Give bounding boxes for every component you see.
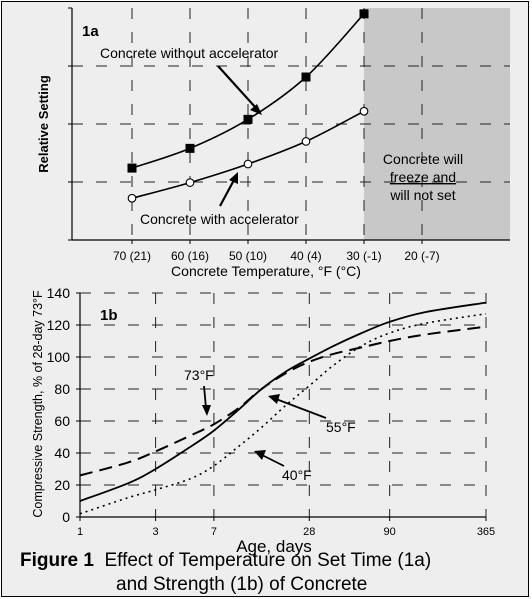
data-point-concrete-without-accelerator	[185, 143, 195, 153]
axes-1a	[68, 7, 510, 244]
panel-1b: 0 20 40 60 80 100 120 140 1 3 7 28 90 365 1b Compress…	[31, 285, 495, 556]
y-axis-label-1a: Relative Setting	[36, 75, 51, 173]
arrow-with-accelerator	[219, 172, 238, 207]
y-tick-label: 0	[62, 509, 70, 525]
data-point-concrete-without-accelerator	[359, 9, 369, 19]
x-axis-label-1b: Age, days	[236, 537, 312, 556]
x-tick-label: 365	[477, 526, 495, 538]
series-line-73-f	[79, 325, 487, 477]
figure-caption-line-2: and Strength (1b) of Concrete	[116, 574, 367, 596]
data-point-concrete-with-accelerator	[359, 106, 369, 116]
series-line-40-f	[79, 313, 487, 515]
figure-caption-line-1: Figure 1 Effect of Temperature on Set Ti…	[20, 550, 431, 572]
y-tick-label: 80	[54, 381, 70, 397]
y-axis-label-1b: Compressive Strength, % of 28-day 73°F	[31, 290, 45, 518]
series-label-73F: 73°F	[184, 367, 214, 383]
axes-1b	[76, 292, 487, 521]
x-tick-label: 28	[303, 526, 315, 538]
grid-1b	[79, 292, 487, 517]
tick-labels-1a: 70 (21) 60 (16) 50 (10) 40 (4) 30 (-1) 20 (-7…	[113, 249, 440, 263]
y-tick-label: 40	[54, 445, 70, 461]
x-tick-label: 1	[77, 526, 83, 538]
grid-1a	[72, 8, 510, 240]
shaded-text-line-3: will not set	[389, 187, 455, 203]
shaded-text-line-1: Concrete will	[383, 151, 463, 167]
data-point-concrete-with-accelerator	[243, 159, 253, 169]
x-axis-label-1a: Concrete Temperature, °F (°C)	[171, 263, 361, 279]
panel-1a: 70 (21) 60 (16) 50 (10) 40 (4) 30 (-1) 20 (-7…	[36, 7, 510, 279]
arrow-55F	[268, 394, 327, 419]
data-point-concrete-with-accelerator	[127, 193, 137, 203]
y-tick-label: 60	[54, 413, 70, 429]
x-tick-label: 3	[153, 526, 159, 538]
y-tick-label: 140	[47, 285, 71, 301]
data-point-concrete-without-accelerator	[301, 72, 311, 82]
x-tick-label: 70 (21)	[113, 249, 151, 263]
data-point-concrete-without-accelerator	[243, 114, 253, 124]
x-tick-label: 60 (16)	[171, 249, 209, 263]
data-point-concrete-with-accelerator	[185, 178, 195, 187]
x-tick-label: 50 (10)	[229, 249, 267, 263]
data-point-concrete-without-accelerator	[127, 163, 137, 173]
series-group-1a	[127, 9, 369, 203]
caption-text-2: and Strength (1b) of Concrete	[116, 574, 368, 595]
x-tick-label: 7	[211, 526, 217, 538]
series-label-55F: 55°F	[326, 419, 356, 435]
data-point-concrete-with-accelerator	[301, 137, 311, 146]
panel-label-1b: 1b	[100, 307, 118, 324]
shaded-text-line-2: freeze and	[390, 169, 456, 185]
y-tick-label: 100	[47, 349, 71, 365]
x-tick-label: 40 (4)	[290, 249, 321, 263]
y-tick-label: 20	[54, 477, 70, 493]
caption-text-1: Effect of Temperature on Set Time (1a)	[104, 550, 432, 571]
arrow-without-accelerator	[217, 65, 262, 115]
annotation-with-accelerator: Concrete with accelerator	[140, 211, 299, 227]
panel-label-1a: 1a	[82, 23, 99, 40]
y-tick-label: 120	[47, 317, 71, 333]
series-line-55-f	[79, 301, 487, 502]
arrow-40F	[254, 450, 285, 467]
x-tick-label: 30 (-1)	[346, 249, 381, 263]
figure-label: Figure 1	[20, 550, 94, 571]
x-tick-label: 20 (-7)	[404, 249, 439, 263]
series-label-40F: 40°F	[282, 467, 312, 483]
tick-labels-1b: 0 20 40 60 80 100 120 140 1 3 7 28 90 365	[47, 285, 496, 538]
series-group-1b	[79, 301, 487, 515]
arrow-73F	[202, 385, 211, 416]
x-tick-label: 90	[384, 526, 396, 538]
annotation-without-accelerator: Concrete without accelerator	[100, 45, 279, 61]
